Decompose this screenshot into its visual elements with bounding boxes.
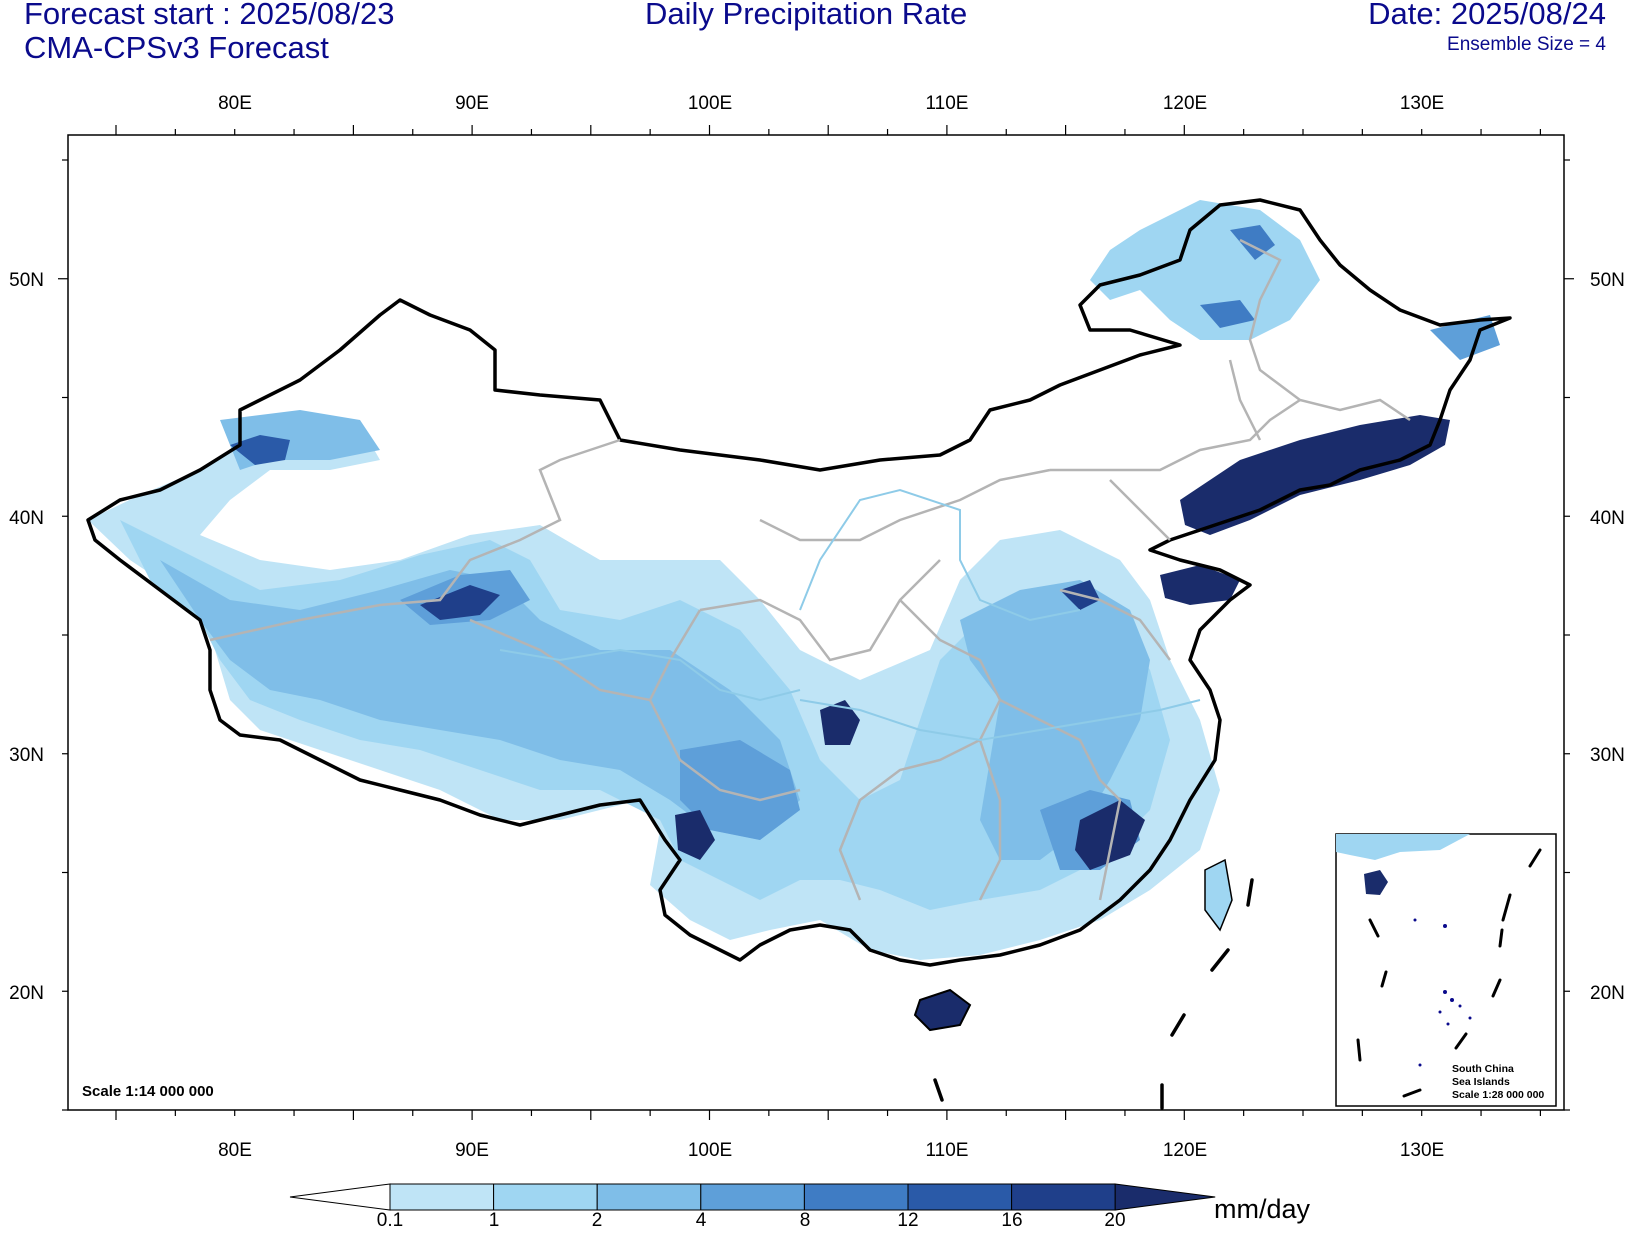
- lat-label: 20N: [9, 983, 44, 1004]
- map-title: Daily Precipitation Rate: [645, 0, 968, 31]
- lon-label: 120E: [1163, 93, 1207, 114]
- colorbar-tick-label: 4: [696, 1210, 707, 1231]
- lon-label: 90E: [455, 93, 489, 114]
- lon-labels-top: 80E 90E 100E 110E 120E 130E: [218, 93, 1444, 114]
- colorbar-tick-label: 8: [800, 1210, 811, 1231]
- colorbar-swatch: [700, 1183, 805, 1211]
- lat-label: 40N: [9, 508, 44, 529]
- lon-label: 130E: [1400, 93, 1444, 114]
- forecast-start-label: Forecast start : 2025/08/23: [24, 0, 395, 31]
- valid-date-label: Date: 2025/08/24: [1368, 0, 1606, 31]
- colorbar-over-triangle: [1114, 1183, 1216, 1211]
- precipitation-field: [88, 200, 1500, 1030]
- lat-label: 50N: [9, 270, 44, 291]
- south-china-sea-dashes: [933, 878, 1254, 1110]
- precip-core-yili: [230, 435, 290, 465]
- colorbar: [289, 1183, 1216, 1211]
- lon-label: 120E: [1163, 1140, 1207, 1161]
- colorbar-tick-label: 0.1: [377, 1210, 403, 1231]
- precip-band-west: [160, 560, 800, 840]
- precip-sichuan: [680, 740, 800, 840]
- hainan-outline: [913, 988, 972, 1032]
- precip-northeast-band: [1180, 415, 1450, 535]
- inset-dashes: [1356, 848, 1542, 1098]
- province-boundaries: [209, 238, 1411, 901]
- precip-band-east: [960, 580, 1150, 860]
- lon-label: 110E: [926, 1140, 969, 1161]
- lon-label: 80E: [218, 93, 252, 114]
- inset-hainan: [1364, 870, 1388, 895]
- inset-label-line1: South China: [1452, 1063, 1514, 1075]
- lat-label: 40N: [1590, 508, 1625, 529]
- colorbar-swatch: [803, 1183, 909, 1211]
- precip-core-east-hlj: [1430, 315, 1500, 360]
- inset-label-line3: Scale 1:28 000 000: [1452, 1089, 1544, 1101]
- map-scale-label: Scale 1:14 000 000: [82, 1083, 214, 1100]
- colorbar-under-triangle: [289, 1183, 391, 1211]
- inset-label-line2: Sea Islands: [1452, 1076, 1510, 1088]
- colorbar-swatch: [907, 1183, 1013, 1211]
- colorbar-units: mm/day: [1214, 1194, 1311, 1224]
- precip-taiwan: [1205, 860, 1232, 930]
- colorbar-swatch: [493, 1183, 598, 1211]
- precip-core-fujian: [1075, 800, 1145, 870]
- lon-labels-bottom: 80E 90E 100E 110E 120E 130E: [218, 1140, 1444, 1161]
- lon-label: 90E: [455, 1140, 489, 1161]
- colorbar-tick-label: 2: [592, 1210, 603, 1231]
- colorbar-tick-label: 16: [1001, 1210, 1022, 1231]
- axis-ticks: [58, 125, 1574, 1120]
- precip-hainan: [915, 990, 970, 1030]
- lat-labels-right: 50N 40N 30N 20N: [1590, 270, 1625, 1004]
- lon-label: 80E: [218, 1140, 252, 1161]
- china-border: [86, 198, 1512, 967]
- lon-label: 110E: [926, 93, 969, 114]
- lat-label: 20N: [1590, 983, 1625, 1004]
- south-china-sea-inset: South China Sea Islands Scale 1:28 000 0…: [1335, 833, 1557, 1107]
- lat-labels-left: 50N 40N 30N 20N: [9, 270, 44, 1004]
- lon-label: 100E: [688, 93, 732, 114]
- precip-core-heilongjiang: [1200, 300, 1255, 328]
- colorbar-swatch: [596, 1183, 702, 1211]
- model-label: CMA-CPSv3 Forecast: [24, 30, 329, 65]
- major-rivers: [499, 488, 1201, 742]
- colorbar-tick-label: 12: [897, 1210, 918, 1231]
- colorbar-swatch: [389, 1183, 495, 1211]
- colorbar-tick-label: 20: [1104, 1210, 1125, 1231]
- precip-core-qaidam: [420, 585, 500, 620]
- colorbar-swatch: [1011, 1183, 1116, 1211]
- precip-core-shandong: [1160, 565, 1240, 605]
- lat-label: 30N: [1590, 745, 1625, 766]
- inset-islands: [1413, 918, 1472, 1067]
- taiwan-outline: [1204, 858, 1233, 932]
- inset-mainland-coast: [1336, 834, 1470, 860]
- colorbar-tick-label: 1: [489, 1210, 500, 1231]
- lat-label: 30N: [9, 745, 44, 766]
- lat-label: 50N: [1590, 270, 1625, 291]
- colorbar-labels: 0.1 1 2 4 8 12 16 20: [377, 1210, 1126, 1231]
- lon-label: 130E: [1400, 1140, 1444, 1161]
- precip-core-yunnan: [675, 810, 715, 860]
- lon-label: 100E: [688, 1140, 732, 1161]
- precip-core-sichuan-east: [820, 700, 860, 745]
- ensemble-size-label: Ensemble Size = 4: [1447, 34, 1606, 55]
